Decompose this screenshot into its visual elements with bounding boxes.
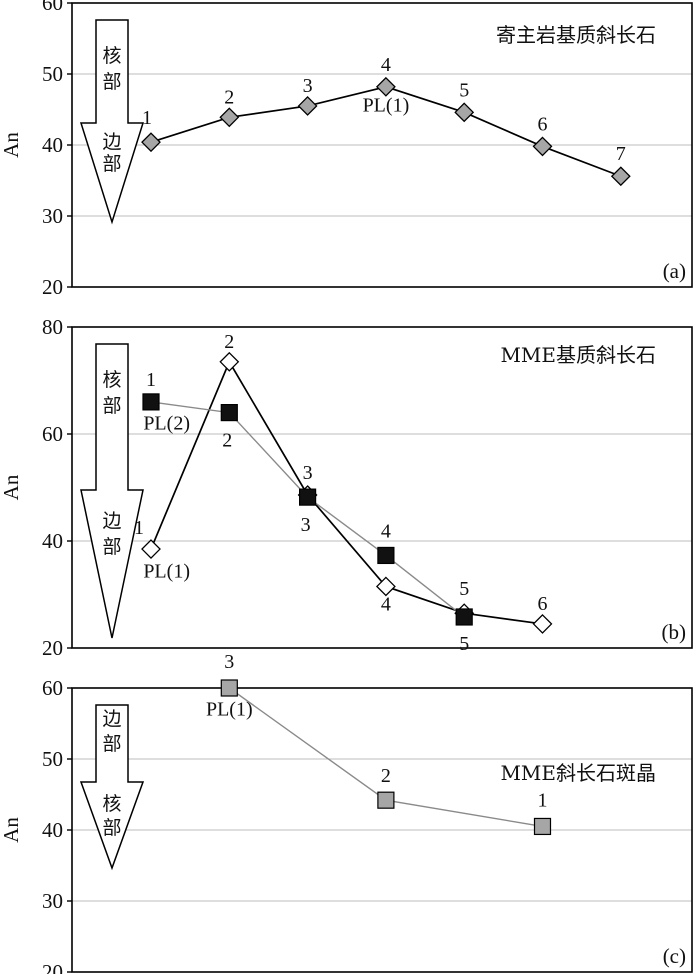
y-tick-label: 40: [42, 818, 63, 842]
point-label: 2: [224, 331, 234, 353]
data-point-diamond: [375, 576, 396, 597]
arrow-top-label: 部: [102, 733, 121, 755]
annotation-label: PL(2): [143, 413, 190, 435]
point-label: 6: [538, 593, 548, 615]
arrow-bottom-label: 部: [102, 817, 121, 839]
point-label: 4: [381, 54, 391, 76]
point-label: 3: [303, 462, 313, 484]
data-point-square: [377, 546, 395, 565]
data-point-diamond: [532, 614, 553, 634]
y-tick-label: 30: [42, 204, 63, 228]
point-label: 1: [146, 369, 156, 391]
y-tick-label: 20: [42, 960, 63, 974]
y-axis-label: An: [0, 817, 23, 843]
panel-label: (b): [662, 620, 687, 644]
y-tick-label: 20: [42, 636, 63, 660]
arrow-bottom-label: 核: [102, 793, 121, 815]
y-tick-label: 50: [42, 62, 63, 86]
arrow-bottom-label: 边: [102, 510, 121, 532]
arrow-top-label: 部: [102, 395, 121, 417]
point-label: 1: [142, 107, 152, 129]
data-point-diamond: [375, 76, 396, 97]
panel-title: MME斜长石斑晶: [500, 761, 656, 785]
y-tick-label: 40: [42, 133, 63, 157]
data-point-square: [299, 488, 317, 506]
data-point-diamond: [532, 136, 553, 157]
data-point-diamond: [219, 107, 240, 128]
direction-arrow: [79, 704, 145, 871]
panel-label: (c): [663, 944, 686, 968]
data-point-square: [220, 404, 238, 422]
y-axis-label: An: [0, 132, 23, 158]
arrow-top-label: 边: [102, 708, 121, 730]
data-point-diamond: [454, 102, 475, 123]
arrow-bottom-label: 部: [102, 536, 121, 558]
point-label: 3: [303, 75, 313, 97]
arrow-top-label: 部: [102, 71, 121, 93]
y-tick-label: 60: [42, 422, 63, 446]
y-tick-label: 60: [42, 676, 63, 700]
y-tick-label: 50: [42, 747, 63, 771]
arrow-bottom-label: 部: [102, 153, 121, 175]
arrow-top-label: 核: [102, 369, 121, 391]
data-point-square: [533, 817, 552, 836]
plot-frame: [71, 326, 693, 649]
direction-arrow: [80, 343, 144, 639]
y-tick-label: 60: [42, 0, 63, 15]
point-label: 1: [538, 789, 548, 811]
point-label: 3: [224, 651, 234, 673]
point-label: 2: [222, 430, 232, 452]
point-label: 5: [459, 79, 469, 101]
annotation-label: PL(1): [206, 699, 253, 721]
panel-title: MME基质斜长石: [500, 343, 656, 367]
panel-title: 寄主岩基质斜长石: [496, 23, 656, 47]
point-label: 4: [381, 520, 391, 542]
data-point-diamond: [141, 132, 161, 153]
point-label: 5: [459, 578, 469, 600]
data-point-diamond: [610, 166, 631, 187]
panel-label: (a): [663, 259, 686, 283]
direction-arrow: [79, 19, 145, 225]
point-label: 4: [381, 593, 391, 615]
data-point-square: [220, 679, 238, 697]
y-tick-label: 80: [42, 315, 63, 339]
y-tick-label: 40: [42, 529, 63, 553]
point-label: 6: [538, 113, 548, 135]
data-point-square: [377, 791, 395, 809]
y-tick-label: 30: [42, 889, 63, 913]
point-label: 3: [301, 514, 311, 536]
arrow-top-label: 核: [102, 45, 121, 67]
arrow-bottom-label: 边: [102, 131, 121, 153]
data-point-diamond: [219, 351, 240, 372]
data-point-diamond: [141, 539, 161, 559]
series-line: [150, 359, 543, 625]
point-label: 7: [616, 143, 626, 165]
point-label: 1: [134, 517, 144, 539]
annotation-label: PL(1): [143, 560, 190, 582]
annotation-label: PL(1): [363, 95, 410, 117]
y-axis-label: An: [0, 474, 23, 500]
point-label: 2: [224, 86, 234, 108]
data-point-square: [142, 393, 160, 411]
y-tick-label: 20: [42, 275, 63, 299]
point-label: 2: [381, 765, 391, 787]
point-label: 5: [459, 633, 469, 655]
data-point-diamond: [297, 96, 318, 116]
data-point-square: [455, 608, 473, 626]
